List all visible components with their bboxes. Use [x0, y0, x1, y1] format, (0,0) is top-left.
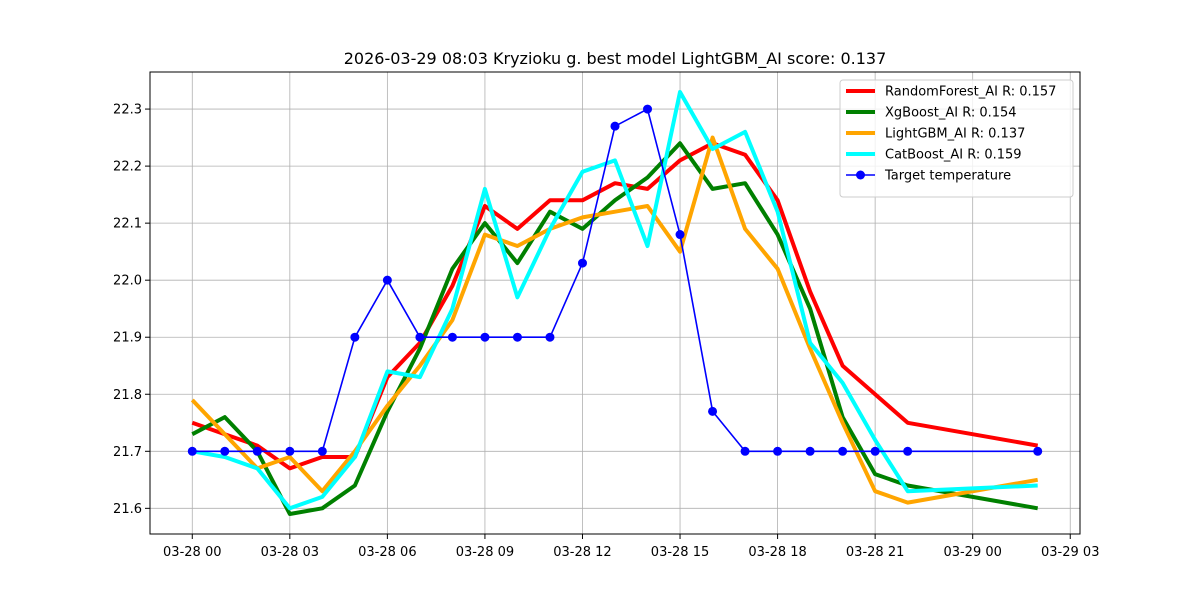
legend: RandomForest_AI R: 0.157 XgBoost_AI R: 0.…: [839, 79, 1074, 198]
series-point-4: [252, 446, 262, 456]
x-tick-label: 03-29 00: [943, 545, 1001, 560]
x-tick-label: 03-28 15: [651, 545, 709, 560]
series-point-4: [512, 332, 522, 342]
x-tick-label: 03-28 12: [553, 545, 611, 560]
legend-label-4: Target temperature: [884, 169, 1011, 184]
series-point-4: [1033, 446, 1043, 456]
series-line-3: [191, 90, 1038, 511]
x-tick-label: 03-28 00: [163, 545, 221, 560]
series-point-4: [870, 446, 880, 456]
legend-marker-4: [856, 170, 865, 180]
series-point-4: [447, 332, 457, 342]
series-point-4: [285, 446, 295, 456]
x-tick-label: 03-28 03: [261, 545, 319, 560]
legend-label-3: CatBoost_AI R: 0.159: [885, 148, 1022, 163]
series-point-4: [382, 275, 392, 285]
series-point-4: [903, 446, 913, 456]
series-point-4: [805, 446, 815, 456]
series-point-4: [480, 332, 490, 342]
series-point-4: [350, 332, 360, 342]
chart-title: 2026-03-29 08:03 Kryzioku g. best model …: [344, 49, 887, 69]
y-tick-label: 22.1: [113, 217, 142, 232]
series-point-4: [577, 258, 587, 268]
series-layer: [187, 90, 1043, 516]
series-point-4: [643, 104, 653, 114]
series-point-4: [545, 332, 555, 342]
series-point-4: [838, 446, 848, 456]
y-tick-label: 21.8: [113, 388, 142, 403]
series-point-4: [415, 332, 425, 342]
legend-box: [839, 79, 1074, 198]
series-point-4: [610, 121, 620, 131]
x-tick-label: 03-28 18: [748, 545, 806, 560]
x-tick-label: 03-29 03: [1041, 545, 1099, 560]
series-point-4: [317, 446, 327, 456]
x-tick-label: 03-28 21: [846, 545, 904, 560]
plot-frame: [149, 71, 1081, 535]
y-tick-label: 22.3: [113, 103, 142, 118]
x-tick-label: 03-28 09: [456, 545, 514, 560]
series-point-4: [708, 406, 718, 416]
series-point-4: [773, 446, 783, 456]
series-point-4: [740, 446, 750, 456]
y-tick-label: 21.7: [113, 445, 142, 460]
legend-label-0: RandomForest_AI R: 0.157: [885, 85, 1056, 100]
legend-label-1: XgBoost_AI R: 0.154: [885, 106, 1017, 121]
series-point-4: [675, 230, 685, 240]
series-line-4: [192, 108, 1038, 453]
x-tick-label: 03-28 06: [358, 545, 416, 560]
series-point-4: [187, 446, 197, 456]
series-line-1: [191, 141, 1039, 516]
series-line-2: [190, 135, 1039, 505]
axes: 03-28 00 03-28 03 03-28 06 03-28 09 03-28 12…: [113, 103, 1099, 560]
y-tick-label: 22.0: [113, 274, 142, 289]
y-tick-label: 21.9: [113, 331, 142, 346]
y-tick-label: 22.2: [113, 160, 142, 175]
y-tick-label: 21.6: [113, 502, 142, 517]
legend-label-2: LightGBM_AI R: 0.137: [885, 127, 1025, 142]
series-point-4: [220, 446, 230, 456]
